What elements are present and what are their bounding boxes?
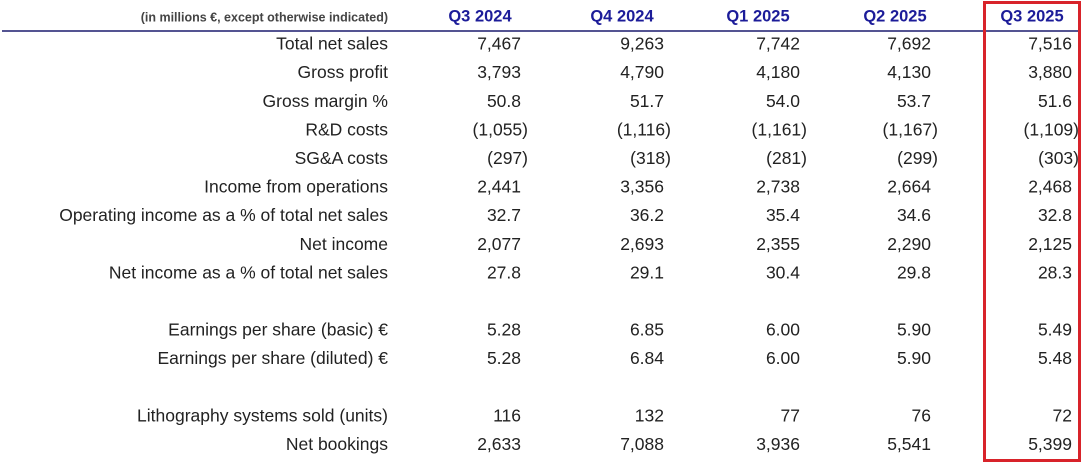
row-label: Total net sales (276, 34, 388, 54)
cell-value: 54.0 (766, 91, 800, 111)
cell-value: 116 (493, 405, 521, 425)
row-label: R&D costs (305, 119, 388, 139)
row-label: Gross profit (298, 62, 389, 82)
cell-value: 2,125 (1028, 234, 1072, 254)
cell-value: 3,356 (620, 177, 664, 197)
cell-value: 7,692 (887, 34, 931, 54)
row-label: Net income (299, 234, 388, 254)
cell-value: 7,742 (756, 34, 800, 54)
cell-value: 6.00 (766, 348, 800, 368)
cell-value: (299) (897, 148, 938, 168)
cell-value: 3,793 (477, 62, 521, 82)
cell-value: 32.7 (487, 205, 521, 225)
cell-value: 29.8 (897, 262, 931, 282)
cell-value: 3,936 (756, 434, 800, 454)
cell-value: 2,468 (1028, 177, 1072, 197)
cell-value: (1,161) (752, 119, 807, 139)
cell-value: (1,055) (473, 119, 528, 139)
cell-value: 7,516 (1028, 34, 1072, 54)
cell-value: 72 (1053, 405, 1072, 425)
row-label: Net income as a % of total net sales (109, 262, 388, 282)
cell-value: 5.90 (897, 320, 931, 340)
cell-value: 5.28 (487, 320, 521, 340)
cell-value: 5.48 (1038, 348, 1072, 368)
cell-value: 2,664 (887, 177, 931, 197)
cell-value: 2,077 (477, 234, 521, 254)
cell-value: 27.8 (487, 262, 521, 282)
row-label: Gross margin % (263, 91, 388, 111)
cell-value: 9,263 (620, 34, 664, 54)
row-label: Earnings per share (basic) € (168, 320, 388, 340)
column-header: Q1 2025 (726, 7, 789, 25)
row-label: Net bookings (286, 434, 388, 454)
cell-value: (281) (766, 148, 807, 168)
cell-value: 6.85 (630, 320, 664, 340)
cell-value: (1,167) (883, 119, 938, 139)
cell-value: 36.2 (630, 205, 664, 225)
row-label: Income from operations (204, 177, 388, 197)
cell-value: 4,180 (756, 62, 800, 82)
cell-value: 5,541 (887, 434, 931, 454)
column-header: Q3 2024 (448, 7, 512, 25)
cell-value: 4,130 (887, 62, 931, 82)
cell-value: 30.4 (766, 262, 800, 282)
highlight-box (983, 1, 1081, 462)
cell-value: (1,116) (617, 119, 671, 139)
row-label: Lithography systems sold (units) (137, 405, 388, 425)
cell-value: 2,441 (477, 177, 521, 197)
cell-value: 53.7 (897, 91, 931, 111)
row-label: Operating income as a % of total net sal… (59, 205, 388, 225)
cell-value: 6.84 (630, 348, 664, 368)
cell-value: 76 (912, 405, 931, 425)
cell-value: 7,088 (620, 434, 664, 454)
cell-value: 5.49 (1038, 320, 1072, 340)
cell-value: 77 (781, 405, 800, 425)
cell-value: 5.28 (487, 348, 521, 368)
cell-value: 29.1 (630, 262, 664, 282)
cell-value: 2,290 (887, 234, 931, 254)
row-label: Earnings per share (diluted) € (157, 348, 388, 368)
row-label: SG&A costs (295, 148, 389, 168)
cell-value: 2,738 (756, 177, 800, 197)
cell-value: 2,633 (477, 434, 521, 454)
cell-value: (297) (487, 148, 528, 168)
cell-value: 34.6 (897, 205, 931, 225)
cell-value: (303) (1038, 148, 1079, 168)
cell-value: 2,355 (756, 234, 800, 254)
cell-value: 2,693 (620, 234, 664, 254)
cell-value: 3,880 (1028, 62, 1072, 82)
cell-value: 6.00 (766, 320, 800, 340)
cell-value: 5,399 (1028, 434, 1072, 454)
cell-value: 28.3 (1038, 262, 1072, 282)
column-header: Q4 2024 (590, 7, 654, 25)
cell-value: 132 (635, 405, 664, 425)
cell-value: 51.7 (630, 91, 664, 111)
cell-value: 50.8 (487, 91, 521, 111)
cell-value: (318) (630, 148, 671, 168)
cell-value: 7,467 (477, 34, 521, 54)
column-header: Q2 2025 (863, 7, 926, 25)
cell-value: 5.90 (897, 348, 931, 368)
cell-value: (1,109) (1024, 119, 1079, 139)
cell-value: 4,790 (620, 62, 664, 82)
cell-value: 51.6 (1038, 91, 1072, 111)
cell-value: 35.4 (766, 205, 800, 225)
header-note: (in millions €, except otherwise indicat… (141, 10, 388, 24)
column-header: Q3 2025 (1000, 7, 1063, 25)
cell-value: 32.8 (1038, 205, 1072, 225)
